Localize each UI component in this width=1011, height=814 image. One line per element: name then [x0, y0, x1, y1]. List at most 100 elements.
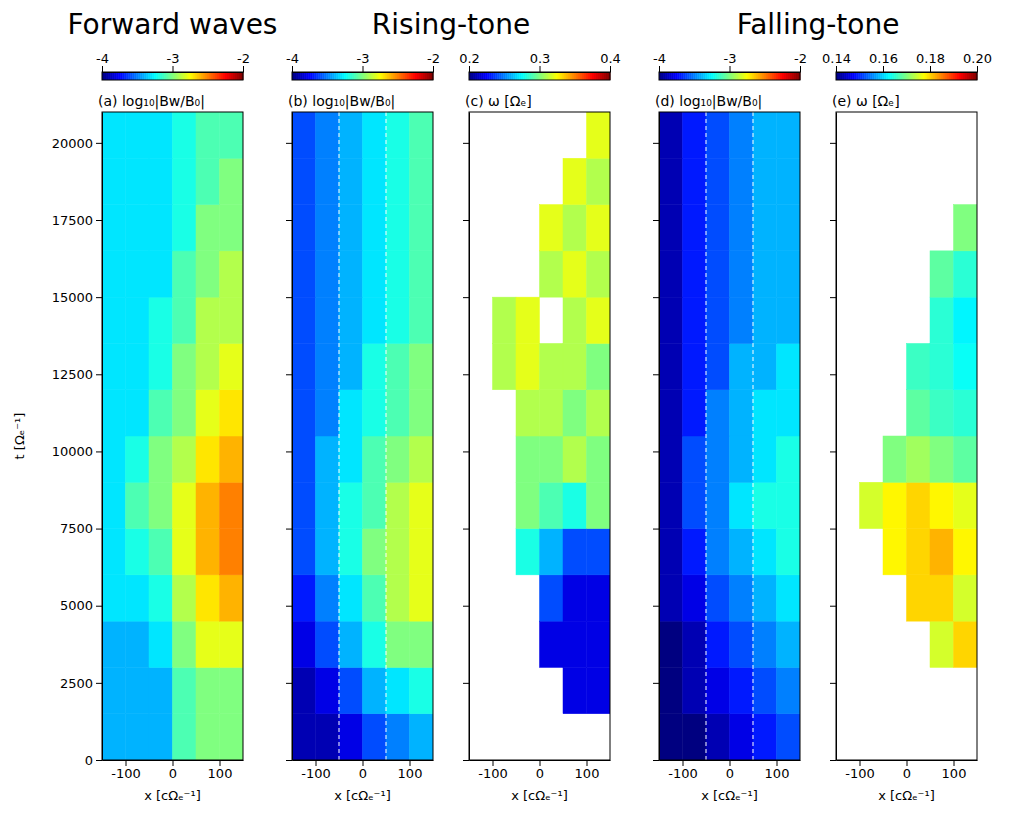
y-tick	[286, 143, 292, 144]
tick-label: 0	[85, 753, 93, 768]
cell	[587, 205, 611, 251]
cells	[102, 112, 243, 760]
cell	[883, 529, 907, 575]
y-tick: 15000	[52, 290, 102, 305]
tick-mark	[126, 760, 127, 766]
plot-frame	[836, 112, 977, 760]
tick-mark	[830, 683, 836, 684]
cell	[730, 529, 754, 575]
cell	[220, 158, 244, 204]
panel-title: (c) ω [Ωₑ]	[465, 93, 532, 109]
tick-label: -100	[301, 766, 331, 781]
cell	[196, 575, 220, 621]
axis-line	[469, 113, 470, 761]
tick-mark	[830, 760, 836, 761]
tick-mark	[830, 374, 836, 375]
x-axis: -1000100	[470, 760, 611, 781]
axis-line	[659, 113, 660, 761]
cell	[907, 436, 931, 482]
y-axis	[286, 113, 293, 761]
tick-label: 15000	[52, 290, 93, 305]
cell	[706, 575, 730, 621]
cell	[954, 297, 978, 343]
colorbar-tick: -3	[167, 51, 180, 72]
tick-mark	[96, 683, 102, 684]
cell	[102, 621, 126, 667]
cell	[363, 112, 387, 158]
cell	[777, 667, 801, 713]
tick-mark	[653, 297, 659, 298]
cell	[292, 575, 316, 621]
tick-mark	[830, 529, 836, 530]
cell	[386, 529, 410, 575]
tick-mark	[659, 66, 660, 72]
tick-mark	[463, 606, 469, 607]
cell	[339, 482, 363, 528]
y-tick	[653, 683, 659, 684]
tick-label: 5000	[60, 598, 93, 613]
cell	[563, 667, 587, 713]
dashed-line	[706, 112, 707, 760]
cell	[410, 158, 434, 204]
x-tick: 100	[765, 760, 790, 781]
colorbar-tick: 0.3	[530, 51, 551, 72]
cell	[954, 482, 978, 528]
cell	[410, 482, 434, 528]
cell	[706, 436, 730, 482]
tick-mark	[653, 683, 659, 684]
tick-label: 20000	[52, 136, 93, 151]
x-tick: 0	[536, 760, 544, 781]
tick-mark	[96, 374, 102, 375]
tick-label: 0	[359, 766, 367, 781]
cell	[683, 529, 707, 575]
cell	[126, 529, 150, 575]
tick-mark	[800, 66, 801, 72]
y-tick: 12500	[52, 367, 102, 382]
cell	[126, 112, 150, 158]
cell	[777, 251, 801, 297]
cell	[587, 667, 611, 713]
cell	[386, 621, 410, 667]
y-tick	[463, 220, 469, 221]
tick-mark	[463, 760, 469, 761]
cell	[587, 621, 611, 667]
y-tick	[463, 374, 469, 375]
cell	[386, 343, 410, 389]
y-tick	[653, 374, 659, 375]
cell	[126, 667, 150, 713]
cells	[659, 112, 800, 760]
cell	[587, 158, 611, 204]
cell	[126, 297, 150, 343]
cell	[753, 436, 777, 482]
cell	[316, 621, 340, 667]
cell	[316, 714, 340, 760]
panel: -1000100x [cΩₑ⁻¹](e) ω [Ωₑ]0.140.160.180…	[822, 51, 992, 803]
tick-mark	[286, 220, 292, 221]
colorbar-tick: 0.16	[869, 51, 898, 72]
cell	[173, 343, 197, 389]
x-tick: 100	[398, 760, 423, 781]
cells	[292, 112, 433, 760]
cell	[363, 205, 387, 251]
cell	[753, 158, 777, 204]
tick-mark	[860, 760, 861, 766]
cell	[363, 714, 387, 760]
cell	[149, 251, 173, 297]
cell	[102, 251, 126, 297]
tick-label: 0.14	[822, 51, 851, 66]
tick-label: -2	[237, 51, 250, 66]
cell	[149, 205, 173, 251]
cell	[292, 667, 316, 713]
panel: -1000100x [cΩₑ⁻¹](b) log₁₀|Bw/B₀|-4-3-2	[286, 51, 440, 803]
colorbar-tick: 0.14	[822, 51, 851, 72]
y-tick	[830, 606, 836, 607]
cell	[706, 112, 730, 158]
y-tick: 5000	[60, 598, 102, 613]
cell	[292, 529, 316, 575]
cell	[516, 390, 540, 436]
cell	[907, 343, 931, 389]
y-tick	[463, 760, 469, 761]
panel-title: (b) log₁₀|Bw/B₀|	[288, 93, 395, 110]
tick-label: 0.18	[916, 51, 945, 66]
cell	[930, 529, 954, 575]
